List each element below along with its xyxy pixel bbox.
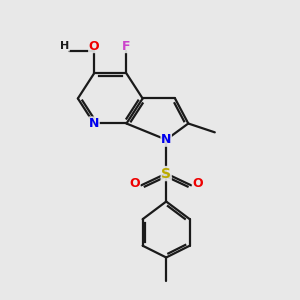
Text: N: N: [89, 117, 99, 130]
Text: N: N: [161, 133, 171, 146]
Text: S: S: [161, 167, 171, 181]
Text: H: H: [60, 41, 69, 51]
Text: O: O: [192, 177, 203, 190]
Text: F: F: [122, 40, 131, 52]
Text: O: O: [89, 40, 99, 52]
Text: O: O: [129, 177, 140, 190]
